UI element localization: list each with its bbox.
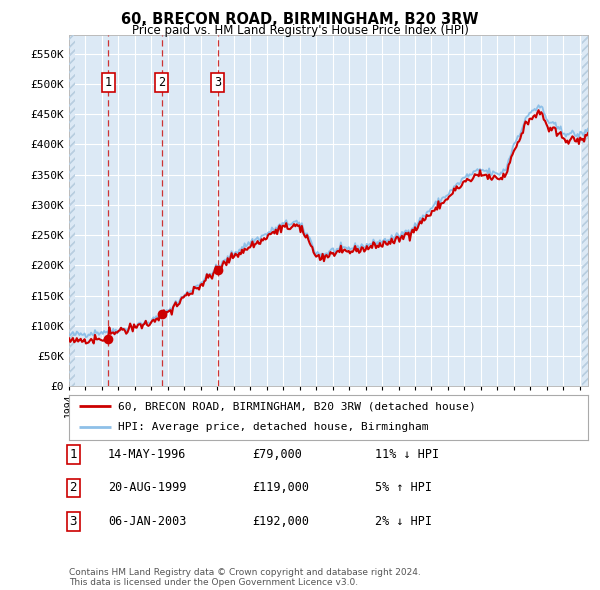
Text: 60, BRECON ROAD, BIRMINGHAM, B20 3RW (detached house): 60, BRECON ROAD, BIRMINGHAM, B20 3RW (de… — [118, 401, 476, 411]
Text: 2: 2 — [158, 76, 166, 89]
Bar — [69, 35, 75, 386]
Bar — [582, 35, 588, 386]
Text: Contains HM Land Registry data © Crown copyright and database right 2024.
This d: Contains HM Land Registry data © Crown c… — [69, 568, 421, 587]
Text: £119,000: £119,000 — [252, 481, 309, 494]
Text: 1: 1 — [70, 448, 77, 461]
Bar — [582, 35, 588, 386]
Bar — [69, 35, 75, 386]
Text: 20-AUG-1999: 20-AUG-1999 — [108, 481, 187, 494]
Text: £79,000: £79,000 — [252, 448, 302, 461]
Text: 14-MAY-1996: 14-MAY-1996 — [108, 448, 187, 461]
Text: Price paid vs. HM Land Registry's House Price Index (HPI): Price paid vs. HM Land Registry's House … — [131, 24, 469, 37]
Text: £192,000: £192,000 — [252, 515, 309, 528]
Text: 1: 1 — [104, 76, 112, 89]
Text: 06-JAN-2003: 06-JAN-2003 — [108, 515, 187, 528]
Text: 2% ↓ HPI: 2% ↓ HPI — [375, 515, 432, 528]
Text: 2: 2 — [70, 481, 77, 494]
Text: 3: 3 — [214, 76, 221, 89]
Text: HPI: Average price, detached house, Birmingham: HPI: Average price, detached house, Birm… — [118, 422, 429, 432]
Text: 3: 3 — [70, 515, 77, 528]
Text: 5% ↑ HPI: 5% ↑ HPI — [375, 481, 432, 494]
Text: 11% ↓ HPI: 11% ↓ HPI — [375, 448, 439, 461]
Text: 60, BRECON ROAD, BIRMINGHAM, B20 3RW: 60, BRECON ROAD, BIRMINGHAM, B20 3RW — [121, 12, 479, 27]
